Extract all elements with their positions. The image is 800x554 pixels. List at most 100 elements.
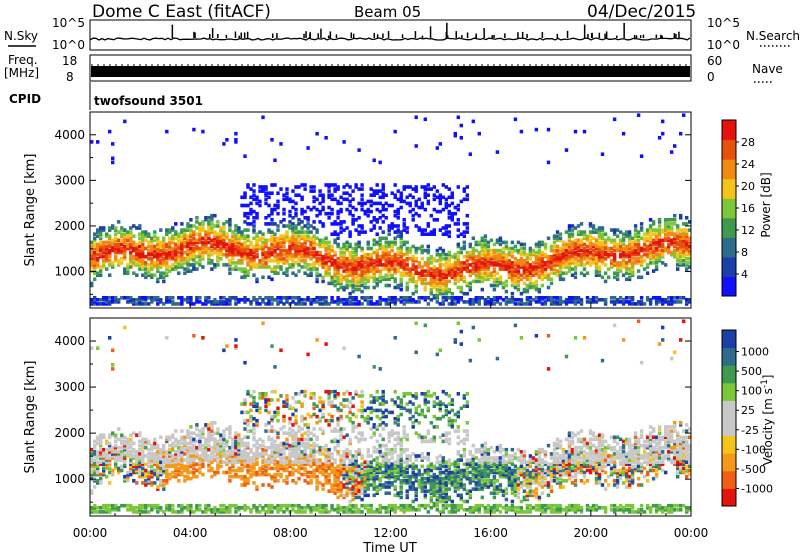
power-cell [108,129,112,134]
power-cell [339,281,343,286]
power-cell [645,232,650,236]
power-cell [498,281,503,286]
power-cell [276,265,280,269]
power-cell [471,267,475,271]
power-cell [111,238,115,243]
power-cell [435,273,439,277]
power-cell [570,224,575,228]
power-cell [171,263,175,267]
power-cell [342,269,346,273]
noise-spike [272,33,274,38]
power-cell [645,252,650,257]
power-cell [591,252,596,257]
power-cell [198,250,202,255]
power-cell [486,267,491,271]
power-cell [597,242,602,247]
power-cell [372,250,376,255]
power-cell [618,238,623,243]
power-cell [165,271,169,275]
power-cell [417,213,421,218]
velocity-cell [147,458,151,462]
power-cell [519,263,524,267]
power-cell [345,283,349,288]
power-cell [444,281,448,286]
power-cell [636,246,641,251]
power-cell [273,254,277,259]
power-cell [405,300,409,304]
power-cell [552,236,557,241]
velocity-cell [180,472,184,477]
power-cell [537,259,542,263]
power-cell [345,285,349,290]
power-cell [399,205,403,210]
velocity-cell [111,472,115,477]
velocity-cell [147,441,151,446]
velocity-cell [141,458,145,462]
velocity-cell [195,433,199,437]
velocity-cell [96,481,100,485]
power-cell [372,279,376,284]
power-cell [153,230,157,234]
power-cell [480,242,484,247]
velocity-cell [207,508,211,512]
power-cell [234,296,238,300]
power-cell [612,230,617,234]
velocity-cell [252,456,256,460]
power-cell [354,207,358,212]
power-cell [318,193,322,197]
power-cell [549,254,554,259]
power-cell [264,250,268,255]
power-cell [162,250,166,255]
power-cell [150,296,154,300]
power-cell [393,242,397,247]
velocity-cell [246,458,250,462]
velocity-cell [216,456,220,460]
power-cell [528,285,533,290]
velocity-cell [246,479,250,483]
power-cell [300,209,304,214]
velocity-cell [240,441,244,446]
power-cell [90,240,94,245]
power-cell [429,257,433,261]
power-cell [679,232,683,236]
power-cell [156,259,160,263]
power-cell [682,234,686,238]
power-cell [90,248,94,253]
power-cell [685,248,689,253]
power-cell [117,244,121,249]
power-cell [267,302,271,306]
power-cell [612,232,617,236]
velocity-cell [222,348,226,353]
velocity-cell [207,464,211,469]
power-cell [114,236,118,241]
power-cell [219,250,223,255]
power-cell [324,254,328,259]
velocity-cell [129,437,133,442]
velocity-cell [201,431,205,435]
power-cell [531,298,536,302]
power-cell [564,148,569,152]
power-cell [177,261,181,265]
power-cell [645,296,650,300]
power-cell [336,222,340,226]
velocity-cell [210,445,214,450]
power-cell [492,263,497,267]
power-cell [661,254,665,259]
power-cell [594,296,599,300]
power-cell [450,216,454,220]
power-cell [360,248,364,253]
power-cell [324,211,328,216]
velocity-cell [90,460,94,464]
power-cell [636,259,641,263]
power-cell [207,222,211,226]
power-cell [384,193,388,197]
velocity-cell [99,443,103,448]
power-cell [393,263,397,267]
power-cell [495,250,500,255]
power-cell [618,269,623,273]
power-cell [366,213,370,218]
power-cell [414,189,418,193]
power-cell [375,201,379,206]
power-cell [276,302,280,306]
power-cell [99,230,103,234]
